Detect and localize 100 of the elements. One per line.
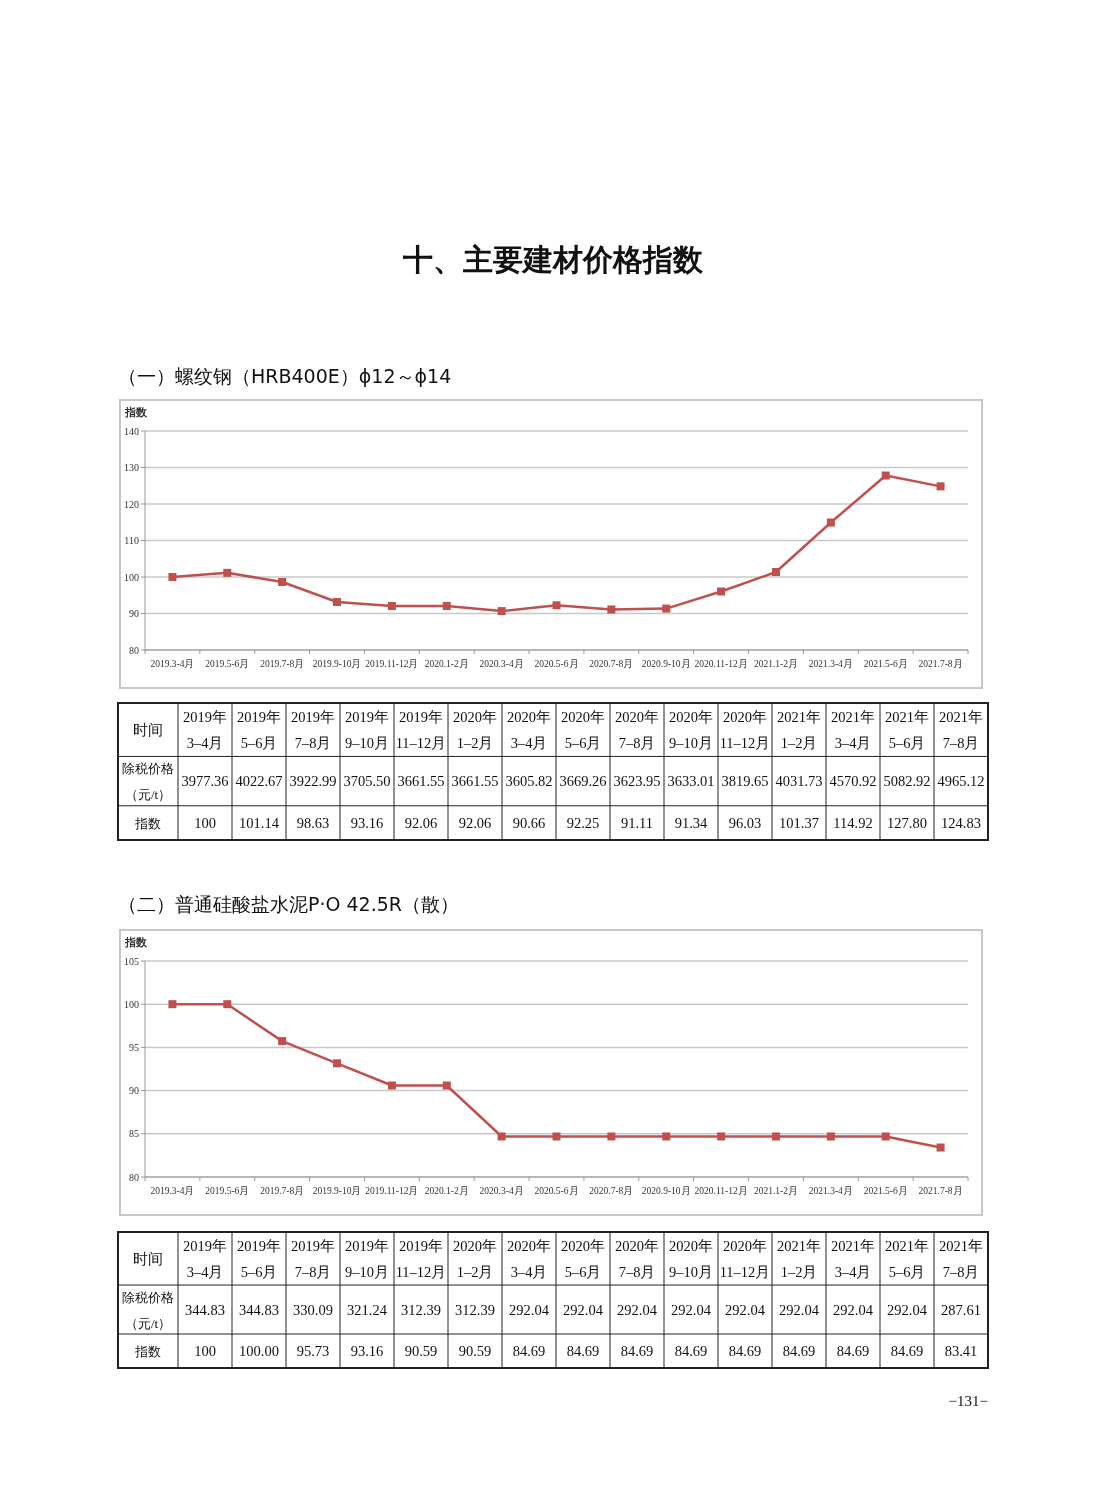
data-label: 3605.82	[505, 773, 553, 790]
data-label: 96.03	[728, 814, 762, 831]
y-tick-label: 100	[124, 571, 139, 583]
point	[717, 1132, 726, 1141]
point	[552, 1132, 561, 1141]
data-label: 93.16	[350, 814, 384, 831]
data-label: 84.69	[620, 1343, 654, 1359]
y-tick-label: 100	[124, 998, 139, 1010]
x-tick-label: 2020.9-10月	[641, 659, 691, 669]
category-label: 2020年 5–6月	[561, 1237, 605, 1280]
data-label: 3633.01	[667, 773, 715, 790]
y-tick-label: 90	[129, 608, 139, 619]
point	[278, 578, 287, 586]
y-tick-label: 105	[124, 955, 139, 967]
x-tick-label: 2021.5-6月	[863, 1186, 908, 1196]
point	[771, 1132, 780, 1141]
data-label: 3661.55	[451, 773, 499, 790]
x-tick-label: 2021.7-8月	[918, 659, 963, 669]
point	[168, 1000, 177, 1009]
category-label: 2020年 7–8月	[615, 708, 659, 751]
data-label: 100	[194, 814, 216, 831]
category-label: 2020年 11–12月	[719, 708, 771, 751]
data-label: 91.11	[620, 814, 654, 831]
data-label: 4965.12	[937, 773, 985, 790]
data-label: 344.83	[239, 1301, 279, 1318]
x-tick-label: 2021.7-8月	[918, 1186, 963, 1196]
point	[387, 1081, 396, 1090]
data-label: 92.06	[404, 814, 438, 831]
x-tick-label: 2019.5-6月	[205, 1186, 250, 1196]
y-tick-label: 110	[124, 535, 139, 546]
category-label: 2020年 9–10月	[669, 708, 713, 751]
data-label: 91.34	[674, 814, 709, 831]
category-label: 2021年 3–4月	[831, 708, 875, 751]
x-tick-label: 2020.3-4月	[479, 659, 524, 669]
point	[223, 568, 232, 577]
data-label: 3623.95	[613, 773, 661, 790]
data-label: 98.63	[296, 814, 330, 831]
data-label: 84.69	[512, 1343, 546, 1359]
x-tick-label: 2021.3-4月	[808, 1186, 853, 1196]
y-tick-label: 90	[129, 1085, 139, 1097]
data-label: 101.37	[779, 814, 819, 831]
x-tick-label: 2021.1-2月	[753, 659, 798, 669]
data-label: 292.04	[563, 1301, 604, 1318]
y-tick-label: 80	[129, 1171, 139, 1183]
data-label: 84.69	[728, 1343, 762, 1359]
x-tick-label: 2019.9-10月	[312, 1186, 362, 1196]
category-label: 2019年 9–10月	[345, 1237, 389, 1280]
category-label: 2019年 7–8月	[291, 708, 335, 751]
point	[607, 1132, 616, 1141]
category-label: 2021年 7–8月	[939, 1237, 983, 1280]
data-label: 3669.26	[559, 773, 607, 790]
data-label: 292.04	[779, 1301, 820, 1318]
x-tick-label: 2021.3-4月	[808, 659, 853, 669]
x-tick-label: 2019.9-10月	[312, 659, 362, 669]
category-label: 2021年 7–8月	[939, 708, 983, 751]
text: 指数	[134, 1344, 161, 1359]
point	[333, 597, 342, 606]
category-label: 2019年 9–10月	[345, 708, 389, 751]
data-label: 100.00	[239, 1343, 279, 1359]
data-label: 344.83	[185, 1301, 225, 1318]
point	[826, 1132, 835, 1141]
category-label: 2021年 5–6月	[885, 708, 929, 751]
category-label: 2021年 1–2月	[777, 1237, 821, 1280]
data-label: 3977.36	[181, 773, 229, 790]
data-label: 292.04	[833, 1301, 874, 1318]
data-label: 3661.55	[397, 773, 445, 790]
category-label: 2021年 3–4月	[831, 1237, 875, 1280]
y-axis-title: 指数	[124, 406, 148, 419]
point	[442, 1081, 451, 1090]
category-label: 2019年 5–6月	[237, 1237, 281, 1280]
text: 除税价格（元/t）	[122, 1289, 174, 1331]
data-label: 101.14	[239, 814, 280, 831]
point	[552, 601, 561, 610]
x-tick-label: 2019.7-8月	[260, 1186, 305, 1196]
data-label: 84.69	[674, 1343, 708, 1359]
chart-title: （二）普通硅酸盐水泥P·O 42.5R（散）	[118, 893, 459, 915]
x-tick-label: 2020.5-6月	[534, 1186, 579, 1196]
data-label: 287.61	[941, 1301, 981, 1318]
y-tick-label: 130	[124, 462, 139, 473]
point	[223, 1000, 232, 1009]
data-label: 3819.65	[721, 773, 769, 790]
data-label: 92.25	[566, 814, 600, 831]
data-label: 4031.73	[775, 773, 823, 790]
category-label: 2020年 1–2月	[453, 708, 497, 751]
point	[771, 568, 780, 576]
text: 除税价格（元/t）	[122, 761, 174, 803]
text: 时间	[133, 721, 163, 738]
x-tick-label: 2021.1-2月	[753, 1186, 798, 1196]
point	[168, 573, 177, 581]
category-label: 2019年 11–12月	[395, 1237, 447, 1280]
point	[278, 1037, 287, 1046]
data-label: 292.04	[617, 1301, 658, 1318]
data-label: 83.41	[944, 1343, 978, 1359]
x-tick-label: 2019.11-12月	[365, 659, 419, 669]
x-tick-label: 2021.5-6月	[863, 659, 908, 669]
data-label: 321.24	[347, 1301, 388, 1318]
chart-title: 十、主要建材价格指数	[401, 242, 704, 277]
data-label: 3922.99	[289, 773, 337, 790]
x-tick-label: 2020.3-4月	[479, 1186, 524, 1196]
x-tick-label: 2020.7-8月	[589, 659, 634, 669]
